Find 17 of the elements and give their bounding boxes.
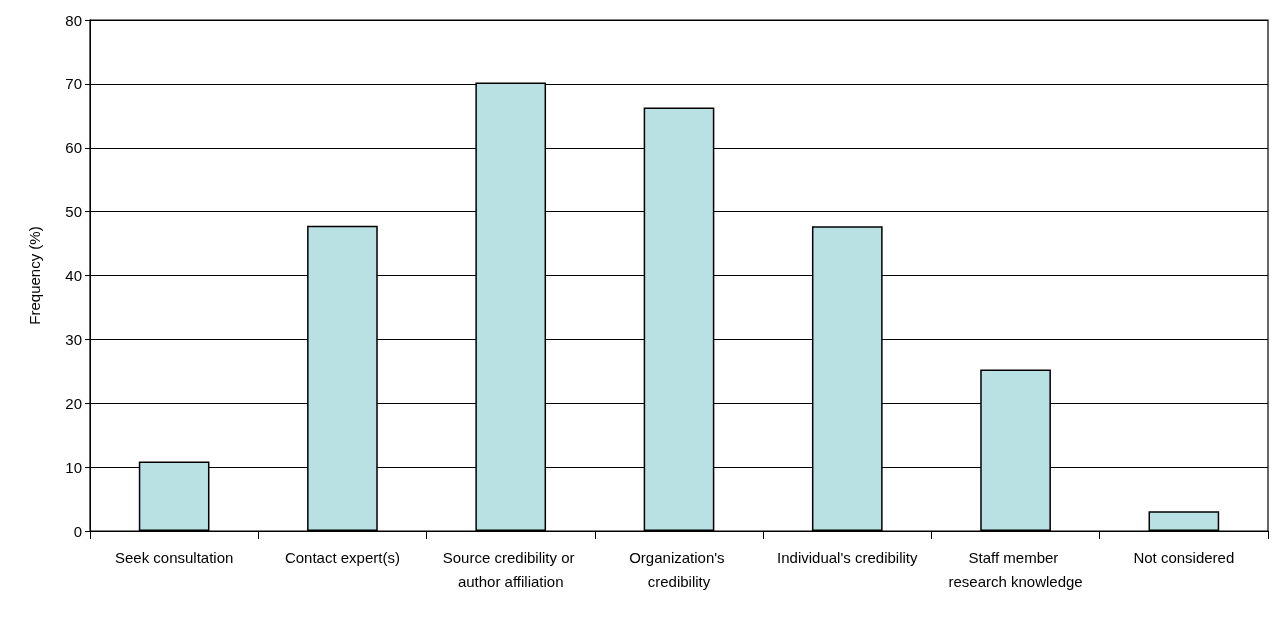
x-tick-label: Seek consultation [114, 548, 234, 566]
x-tick-label: Staff member research knowledge [948, 548, 1083, 590]
x-tick-label: Individual's credibility [777, 548, 918, 566]
y-axis-title: Frequency (%) [26, 226, 43, 325]
y-tick-label: 30 [65, 330, 82, 348]
y-tick-label: 20 [65, 394, 82, 412]
x-tick-label: Organization's credibility [629, 548, 729, 590]
y-tick-label: 40 [65, 267, 82, 284]
y-tick-label: 0 [73, 522, 82, 540]
x-tick-label: Source credibility or author affiliation [442, 548, 579, 590]
y-tick-label: 60 [65, 139, 82, 157]
y-tick-label: 50 [65, 203, 82, 221]
y-tick-label: 70 [65, 75, 82, 93]
x-tick-label: Contact expert(s) [284, 548, 400, 566]
y-tick-label: 80 [65, 11, 82, 29]
x-tick-label: Not considered [1133, 548, 1235, 566]
y-tick-label: 10 [65, 458, 82, 476]
